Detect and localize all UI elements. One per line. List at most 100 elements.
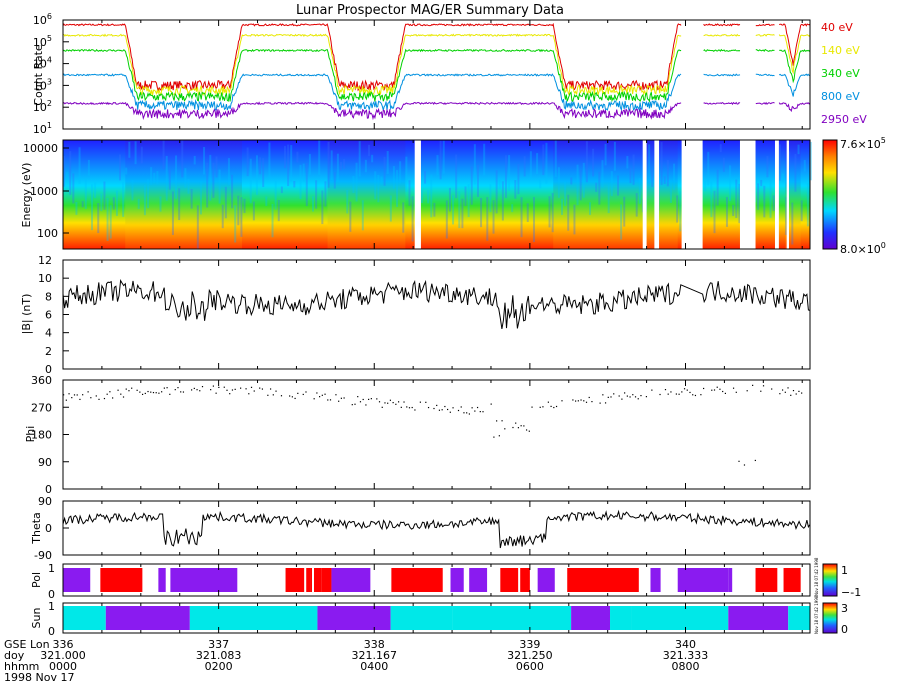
phi-point [664, 389, 667, 391]
phi-tick-0: 0 [45, 483, 52, 496]
xcol-hhmm-1: 0200 [205, 660, 233, 673]
xcol-hhmm-2: 0400 [360, 660, 388, 673]
phi-point [335, 394, 337, 396]
spec-streak [613, 141, 616, 171]
counts-line-1-3 [778, 34, 811, 75]
phi-point [626, 395, 628, 397]
spec-streak [561, 198, 563, 215]
phi-point [528, 430, 530, 432]
spec-streak [134, 141, 137, 165]
spec-streak [324, 181, 327, 207]
pol-segment-21 [518, 568, 530, 592]
phi-point [760, 390, 762, 392]
spec-streak [156, 171, 159, 185]
counts-tick-5: 106 [33, 12, 52, 27]
phi-point [389, 399, 392, 401]
phi-point [607, 396, 609, 398]
phi-point [629, 396, 631, 398]
spec-streak [287, 144, 290, 187]
spec-streak [184, 168, 187, 188]
x-axis-columns: 336321.0000000337321.0830200338321.16704… [40, 20, 803, 673]
spec-streak [346, 189, 349, 214]
phi-point [384, 402, 386, 404]
phi-point [362, 398, 364, 401]
counts-line-2-3 [779, 49, 811, 84]
spec-streak [666, 160, 669, 187]
phi-point [411, 406, 413, 409]
phi-point [520, 425, 522, 427]
spec-streak [321, 190, 324, 225]
spec-streak [722, 157, 725, 172]
spec-streak [193, 155, 196, 165]
phi-point [577, 400, 579, 402]
phi-point [798, 390, 800, 392]
phi-point [131, 387, 133, 389]
spec-streak [520, 197, 523, 238]
phi-point [319, 396, 321, 398]
spec-streak [769, 178, 772, 218]
counts-line-4-2 [755, 101, 775, 105]
phi-point [585, 401, 588, 403]
spec-tick-2: 100 [37, 227, 58, 240]
spec-streak [109, 205, 112, 239]
spec-streak [632, 154, 635, 185]
xrow-date: 1998 Nov 17 [4, 671, 74, 684]
pol-colorbar-stamp: Nov 18 07:42 1998 [814, 557, 819, 596]
xcol-lon-4: 340 [675, 638, 696, 651]
colorbar-min: 8.0×100 [840, 241, 886, 256]
phi-point [419, 401, 421, 403]
xcol-lon-0: 336 [53, 638, 74, 651]
spec-streak [227, 158, 230, 186]
pol-segment-27 [650, 568, 661, 592]
colorbar-max: 7.6×105 [840, 136, 886, 151]
spec-gap-0 [681, 140, 703, 249]
phi-point [686, 389, 688, 391]
spec-streak [539, 177, 542, 189]
phi-point [498, 435, 500, 437]
spec-streak [508, 155, 511, 191]
phi-points [63, 384, 803, 466]
spec-streak [81, 201, 84, 208]
sun-segment-7 [610, 606, 632, 630]
spec-streak [489, 184, 492, 213]
spec-streak [673, 163, 676, 190]
spec-streak [122, 182, 125, 217]
phi-point [621, 398, 623, 400]
spec-streak [704, 180, 707, 192]
spec-streak [66, 171, 69, 179]
phi-point [425, 401, 427, 403]
phi-point [321, 394, 323, 396]
spec-streak [224, 186, 227, 219]
spec-streak [445, 200, 448, 239]
spec-streak [638, 178, 641, 204]
pol-segment-20 [500, 568, 519, 592]
phi-point [324, 393, 326, 395]
spec-streak [106, 198, 109, 241]
spec-streak [153, 172, 156, 184]
spec-streak [231, 174, 234, 209]
legend-item-1: 140 eV [821, 44, 860, 57]
phi-point [659, 393, 661, 396]
counts-line-3-2 [755, 73, 775, 77]
phi-point [433, 407, 435, 410]
counts-legend: 40 eV 140 eV 340 eV 800 eV 2950 eV [821, 21, 867, 126]
xcol-hhmm-3: 0600 [516, 660, 544, 673]
spec-streak [280, 186, 283, 194]
sun-ylabel: Sun [30, 608, 43, 629]
spec-streak [576, 164, 579, 206]
phi-point [501, 420, 503, 422]
phi-point [602, 394, 604, 396]
phi-point [408, 407, 411, 409]
spec-streak [243, 198, 246, 214]
spec-streak [427, 190, 430, 204]
legend-item-3: 800 eV [821, 90, 860, 103]
phi-point [231, 389, 234, 391]
phi-point [694, 394, 697, 397]
phi-point [588, 396, 590, 399]
spec-streak [371, 154, 374, 163]
spec-tick-0: 10000 [23, 142, 58, 155]
spec-streak [595, 182, 598, 192]
sun-segment-8 [631, 606, 729, 630]
spec-streak [268, 142, 271, 179]
phi-tick-1: 90 [38, 456, 52, 469]
